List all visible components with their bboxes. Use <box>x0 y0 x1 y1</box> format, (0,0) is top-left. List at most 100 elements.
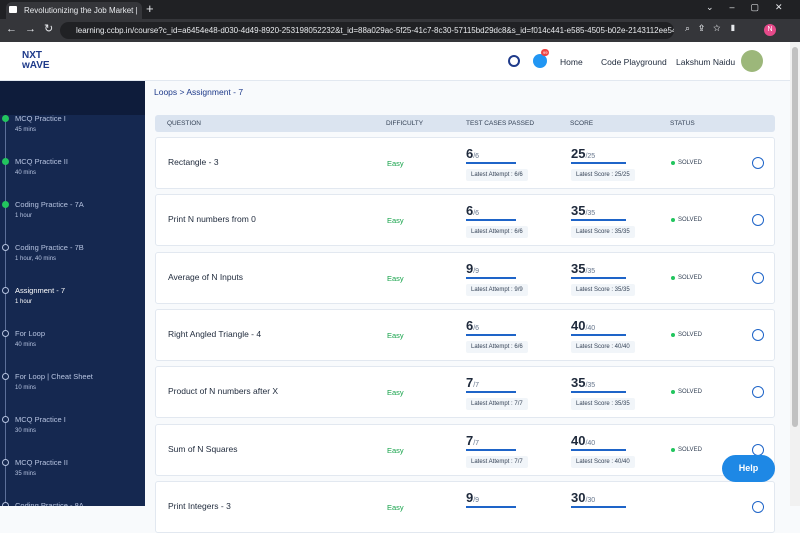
status-dot <box>2 201 9 208</box>
user-name[interactable]: Lakshum Naidu <box>676 57 736 67</box>
toolbar-icons[interactable]: ⌕⇪☆▮ <box>685 23 746 33</box>
item-duration: 1 hour, 40 mins <box>15 256 57 262</box>
progress-bar <box>571 448 626 451</box>
status-dot <box>2 330 9 337</box>
open-button[interactable] <box>752 500 764 513</box>
passed_total: /9 <box>473 267 480 275</box>
logo[interactable]: NXT wAVE <box>22 51 50 71</box>
nav-link[interactable]: Code Playground <box>601 57 667 67</box>
open-button[interactable] <box>752 271 764 284</box>
table-row[interactable]: Rectangle - 3 Easy 6/6 Latest Attempt : 6/6… <box>155 137 775 189</box>
address-bar[interactable]: learning.ccbp.in/course?c_id=a6454e48-d0… <box>60 22 674 39</box>
table-row[interactable]: Print Integers - 3 Easy 9/9 30/30 <box>155 480 775 533</box>
open-button[interactable] <box>752 157 764 169</box>
score_total: /35 <box>585 267 596 275</box>
attempt: Latest Attempt : 6/6 <box>466 340 528 353</box>
nav-link[interactable]: Home <box>560 57 583 67</box>
column-header: STATUS <box>670 120 695 127</box>
difficulty: Easy <box>387 502 404 512</box>
badge: 99 <box>541 49 550 56</box>
open-button[interactable] <box>752 443 764 456</box>
score: 25/25 <box>571 146 596 161</box>
table-row[interactable]: Sum of N Squares Easy 7/7 Latest Attempt : … <box>155 423 775 476</box>
sidebar: 10 mins MCQ Practice I 45 mins MCQ Practice… <box>0 81 145 506</box>
item-duration: 45 mins <box>15 127 37 133</box>
status-dot <box>671 218 675 223</box>
item-title[interactable]: Coding Practice - 7B <box>15 243 84 252</box>
item-title[interactable]: For Loop | Cheat Sheet <box>15 372 93 381</box>
attempt: Latest Attempt : 7/7 <box>466 398 528 411</box>
table-row[interactable]: Average of N Inputs Easy 9/9 Latest Attempt… <box>155 251 775 304</box>
item-title[interactable]: MCQ Practice I <box>15 114 66 123</box>
streak-icon[interactable] <box>508 55 520 67</box>
progress-bar <box>466 162 516 164</box>
item-title[interactable]: Coding Practice - 7A <box>15 200 84 209</box>
status: SOLVED <box>678 389 702 396</box>
table-row[interactable]: Right Angled Triangle - 4 Easy 6/6 Latest A… <box>155 308 775 361</box>
passed_total: /6 <box>473 153 480 160</box>
passed: 7/7 <box>466 375 480 391</box>
status-dot <box>2 416 9 423</box>
table-header <box>155 115 775 132</box>
item-duration: 10 mins <box>15 385 37 391</box>
item-duration: 40 mins <box>15 170 37 176</box>
item-duration: 1 hour <box>15 299 33 305</box>
active-item <box>0 81 145 115</box>
status: SOLVED <box>678 160 702 166</box>
tab-strip: Revolutionizing the Job Market | + ⌄–▢✕ <box>0 0 800 19</box>
progress-bar <box>571 276 626 279</box>
status-dot <box>671 161 675 165</box>
progress-bar <box>571 162 626 164</box>
progress-bar <box>466 333 516 336</box>
avatar[interactable] <box>741 50 763 72</box>
item-title[interactable]: Coding Practice - 8A <box>15 501 84 506</box>
item-title[interactable]: MCQ Practice I <box>15 415 66 424</box>
column-header: DIFFICULTY <box>386 120 424 127</box>
difficulty: Easy <box>387 159 404 168</box>
latest-score: Latest Score : 35/35 <box>571 226 635 239</box>
item-title[interactable]: MCQ Practice II <box>15 157 68 166</box>
open-button[interactable] <box>752 386 764 399</box>
window-controls[interactable]: ⌄–▢✕ <box>706 2 799 12</box>
progress-bar <box>466 391 516 394</box>
score_total: /40 <box>585 439 596 447</box>
status: SOLVED <box>678 446 702 453</box>
progress-bar <box>571 391 626 394</box>
table-row[interactable]: Print N numbers from 0 Easy 6/6 Latest Atte… <box>155 194 775 247</box>
latest-score: Latest Score : 40/40 <box>571 340 635 353</box>
item-title[interactable]: MCQ Practice II <box>15 458 68 467</box>
passed_total: /7 <box>473 382 480 390</box>
item-title[interactable]: For Loop <box>15 329 46 338</box>
help-button[interactable]: Help <box>722 455 775 482</box>
status-dot <box>671 275 675 280</box>
item-title[interactable]: Assignment - 7 <box>15 286 66 295</box>
new-tab[interactable]: + <box>146 1 154 16</box>
profile[interactable]: N <box>764 24 776 36</box>
question: Product of N numbers after X <box>168 386 279 397</box>
nav-buttons[interactable]: ←→↻ <box>6 23 62 35</box>
status-dot <box>671 390 675 395</box>
status-dot <box>671 332 675 337</box>
breadcrumb[interactable]: Loops > Assignment - 7 <box>154 87 244 97</box>
progress-bar <box>466 505 516 508</box>
difficulty: Easy <box>387 445 404 455</box>
attempt: Latest Attempt : 6/6 <box>466 169 528 181</box>
score: 35/35 <box>571 203 596 219</box>
passed: 6/6 <box>466 203 480 219</box>
notifications[interactable] <box>533 54 547 68</box>
status: SOLVED <box>678 274 702 281</box>
question: Right Angled Triangle - 4 <box>168 328 262 339</box>
item-duration: 35 mins <box>15 471 37 477</box>
table-row[interactable]: Product of N numbers after X Easy 7/7 Lates… <box>155 366 775 419</box>
status: SOLVED <box>678 331 702 338</box>
attempt: Latest Attempt : 6/6 <box>466 226 528 239</box>
column-header: SCORE <box>570 120 594 127</box>
score: 30/30 <box>571 489 596 505</box>
open-button[interactable] <box>752 328 764 341</box>
score_total: /35 <box>585 210 596 218</box>
browser-tab[interactable]: Revolutionizing the Job Market | <box>6 2 142 19</box>
open-button[interactable] <box>752 214 764 227</box>
column-header: QUESTION <box>167 120 201 127</box>
status-dot <box>2 459 9 466</box>
latest-score: Latest Score : 35/35 <box>571 398 635 411</box>
